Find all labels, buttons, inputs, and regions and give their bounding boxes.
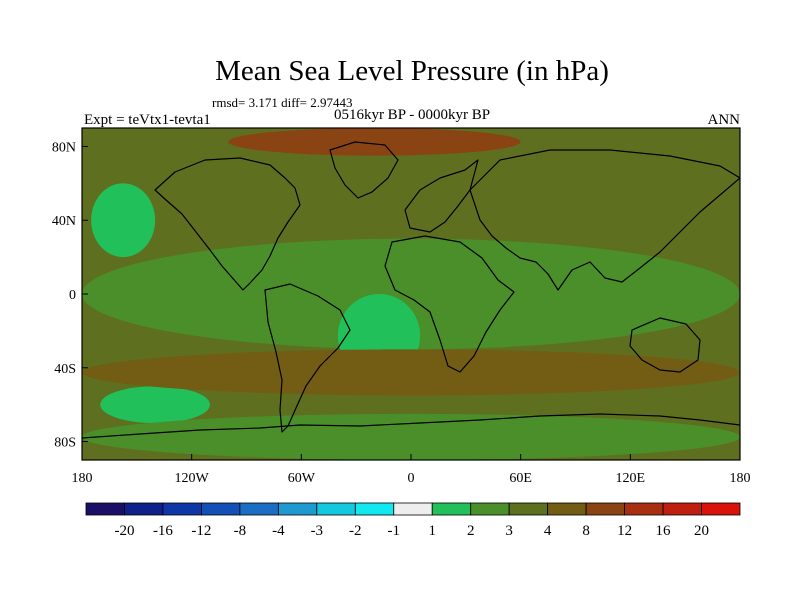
region-tropical-band	[82, 238, 740, 350]
region-southern-ocean-band	[82, 349, 740, 396]
antarctica-coast	[82, 413, 740, 439]
y-axis: 80N 40N 0 40S 80S	[52, 140, 88, 451]
colorbar-swatch	[393, 502, 433, 516]
colorbar-level-label: -20	[114, 523, 134, 539]
x-tick-label: 60W	[288, 471, 316, 486]
colorbar-swatch	[162, 502, 202, 516]
x-tick-label: 60E	[509, 471, 532, 486]
region-south-pacific-anomaly	[100, 386, 210, 424]
colorbar-level-label: 16	[656, 523, 672, 539]
colorbar-level-label: 20	[694, 523, 709, 539]
colorbar-swatch	[508, 502, 549, 516]
region-antarctic-coast	[82, 413, 740, 460]
pressure-field	[82, 128, 740, 460]
colorbar-level-label: -12	[191, 523, 211, 539]
colorbar-swatch	[124, 502, 164, 516]
colorbar-swatch	[662, 502, 702, 516]
colorbar-swatch	[624, 502, 664, 516]
y-tick-label: 80S	[54, 436, 76, 451]
stats-line: rmsd= 3.171 diff= 2.97443	[212, 95, 352, 110]
y-tick-label: 0	[69, 288, 76, 303]
colorbar-swatch	[701, 502, 741, 516]
coastlines	[82, 141, 740, 439]
colorbar-level-label: 1	[428, 523, 436, 539]
x-tick-label: 180	[72, 471, 93, 486]
colorbar-level-label: -3	[311, 523, 324, 539]
colorbar-swatch	[585, 502, 625, 516]
colorbar-level-label: 2	[467, 523, 475, 539]
colorbar-swatch	[547, 502, 587, 516]
colorbar-swatch	[316, 502, 356, 516]
colorbar-level-label: 8	[582, 523, 590, 539]
x-tick-label: 0	[408, 471, 415, 486]
experiment-label: Expt = teVtx1-tevta1	[84, 112, 211, 128]
x-tick-label: 120W	[175, 471, 210, 486]
colorbar-swatch	[201, 502, 241, 516]
greenland-coast	[329, 141, 399, 199]
colorbar-swatch	[354, 502, 395, 516]
colorbar-swatch	[85, 502, 125, 516]
season-label: ANN	[708, 112, 741, 128]
colorbar-swatch	[277, 502, 318, 516]
colorbar-level-label: -16	[153, 523, 173, 539]
y-tick-label: 40S	[54, 362, 76, 377]
colorbar-level-label: -1	[388, 523, 401, 539]
region-north-polar-high	[228, 128, 521, 156]
colorbar-level-label: 3	[505, 523, 513, 539]
south-america-coast	[264, 283, 351, 433]
colorbar-swatch	[431, 502, 472, 516]
colorbar-level-label: -2	[349, 523, 362, 539]
region-north-pacific-anomaly	[91, 183, 156, 258]
x-axis: 180 120W 60W 0 60E 120E 180	[72, 454, 751, 486]
colorbar-level-label: 12	[617, 523, 632, 539]
colorbar-swatch	[239, 502, 279, 516]
y-tick-label: 80N	[52, 140, 76, 155]
colorbar-level-label: -4	[272, 523, 285, 539]
colorbar-swatch	[470, 502, 510, 516]
north-america-coast	[154, 157, 301, 291]
australia-coast	[629, 317, 701, 373]
asia-coast	[469, 149, 740, 291]
colorbar: -20 -16 -12 -8 -4 -3 -2 -1 1 2 3 4 8 12 16 20	[85, 502, 741, 539]
africa-coast	[384, 235, 515, 373]
chart-title: Mean Sea Level Pressure (in hPa)	[215, 55, 609, 87]
y-tick-label: 40N	[52, 214, 76, 229]
x-tick-label: 180	[730, 471, 751, 486]
x-tick-label: 120E	[616, 471, 646, 486]
chart-subtitle: 0516kyr BP - 0000kyr BP	[334, 107, 490, 123]
colorbar-level-label: -8	[234, 523, 247, 539]
colorbar-level-label: 4	[544, 523, 552, 539]
